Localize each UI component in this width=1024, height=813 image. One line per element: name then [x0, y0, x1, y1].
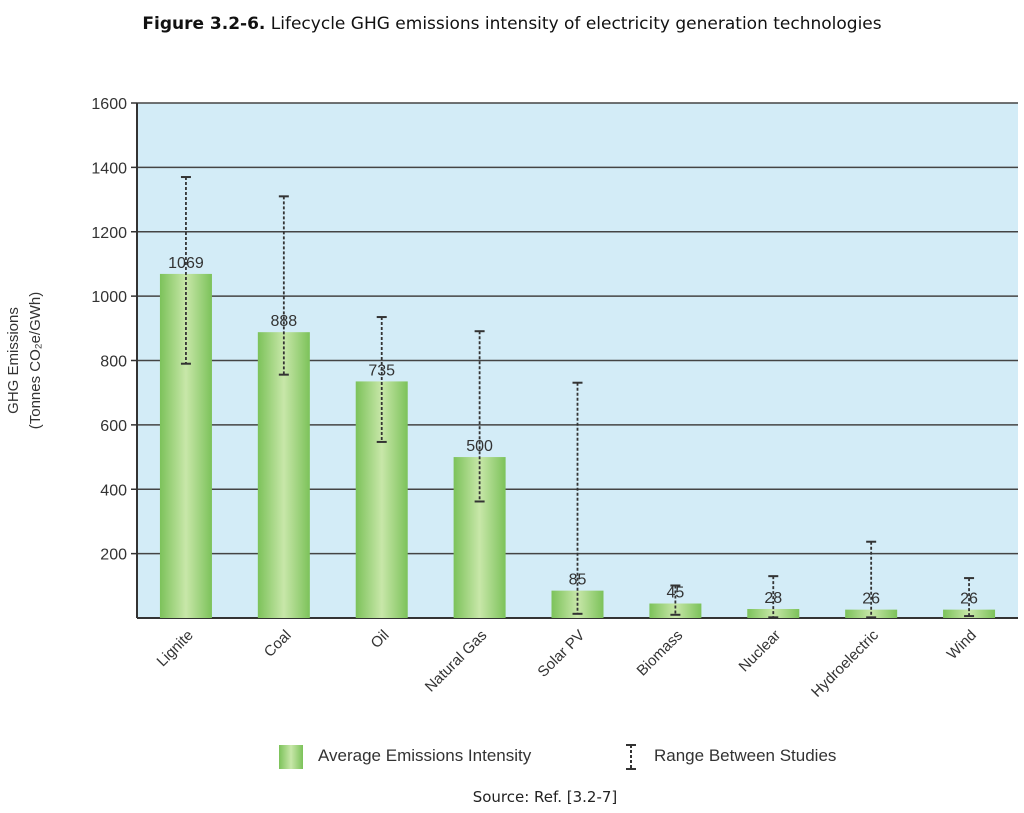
legend-range-icon — [626, 744, 636, 770]
data-label: 1069 — [168, 255, 204, 272]
y-tick-label: 1600 — [91, 96, 127, 113]
data-label: 28 — [764, 590, 782, 607]
data-label: 26 — [960, 591, 978, 608]
data-label: 45 — [666, 585, 684, 602]
x-category-label: Solar PV — [534, 627, 588, 681]
legend-range-label: Range Between Studies — [654, 746, 837, 765]
data-label: 85 — [569, 572, 587, 589]
legend-bar-swatch — [279, 745, 303, 769]
y-tick-label: 400 — [100, 482, 127, 499]
bar — [453, 457, 506, 618]
y-tick-label: 1000 — [91, 289, 127, 306]
figure-source: Source: Ref. [3.2-7] — [472, 788, 618, 806]
x-category-label: Biomass — [634, 627, 687, 680]
x-category-label: Oil — [368, 627, 393, 652]
y-tick-label: 200 — [100, 547, 127, 564]
data-label: 735 — [368, 362, 395, 379]
bar — [159, 273, 212, 618]
figure-title: Figure 3.2-6. Lifecycle GHG emissions in… — [0, 14, 1024, 34]
legend-average-label: Average Emissions Intensity — [318, 746, 532, 765]
x-category-label: Coal — [261, 627, 295, 661]
x-category-label: Wind — [944, 627, 980, 663]
x-category-label: Nuclear — [736, 627, 785, 676]
y-axis-label-line2: (Tonnes CO₂e/GWh) — [27, 292, 44, 430]
bar — [257, 332, 310, 618]
y-tick-label: 1200 — [91, 225, 127, 242]
y-axis-label-line1: GHG Emissions — [5, 307, 22, 414]
figure-label: Figure 3.2-6. — [142, 14, 266, 34]
figure-caption: Lifecycle GHG emissions intensity of ele… — [270, 14, 882, 34]
x-category-label: Hydroelectric — [808, 626, 882, 700]
bar — [355, 381, 408, 618]
y-tick-label: 600 — [100, 418, 127, 435]
y-tick-label: 800 — [100, 354, 127, 371]
y-tick-label: 1400 — [91, 160, 127, 177]
data-label: 500 — [466, 438, 493, 455]
x-category-label: Lignite — [153, 627, 196, 670]
data-label: 26 — [862, 591, 880, 608]
x-category-label: Natural Gas — [422, 627, 491, 696]
data-label: 888 — [270, 313, 297, 330]
